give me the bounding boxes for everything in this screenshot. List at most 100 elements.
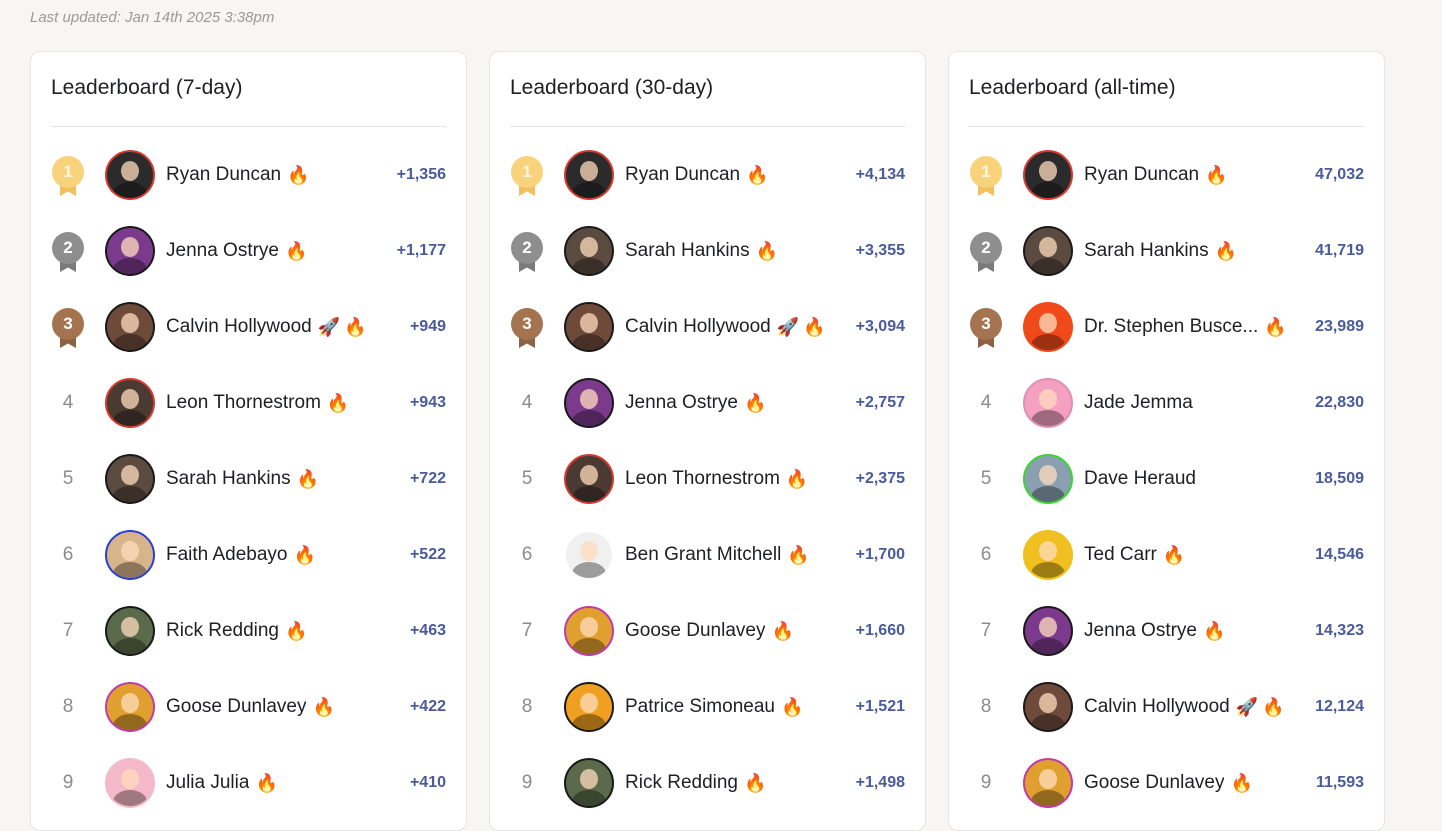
avatar[interactable] (1023, 302, 1073, 352)
member-name[interactable]: Jenna Ostrye (625, 392, 738, 413)
member-name[interactable]: Goose Dunlavey (166, 696, 307, 717)
member-name[interactable]: Calvin Hollywood (166, 316, 312, 337)
rank-number: 2 (970, 232, 1002, 264)
member-name[interactable]: Sarah Hankins (1084, 240, 1209, 261)
leaderboard-row[interactable]: 6 Ben Grant Mitchell 🔥 +1,700 (510, 517, 905, 593)
avatar[interactable] (105, 682, 155, 732)
leaderboard-list: 1 Ryan Duncan 🔥 +4,134 2 Sarah Hankins 🔥 +3,355… (510, 127, 905, 821)
avatar[interactable] (564, 302, 614, 352)
member-name[interactable]: Julia Julia (166, 772, 250, 793)
member-name[interactable]: Dave Heraud (1084, 468, 1196, 489)
avatar[interactable] (564, 378, 614, 428)
leaderboard-row[interactable]: 8 Calvin Hollywood 🚀 🔥 12,124 (969, 669, 1364, 745)
leaderboard-row[interactable]: 4 Jade Jemma 22,830 (969, 365, 1364, 441)
leaderboard-row[interactable]: 2 Jenna Ostrye 🔥 +1,177 (51, 213, 446, 289)
leaderboard-row[interactable]: 9 Rick Redding 🔥 +1,498 (510, 745, 905, 821)
leaderboard-row[interactable]: 8 Goose Dunlavey 🔥 +422 (51, 669, 446, 745)
member-name[interactable]: Jenna Ostrye (166, 240, 279, 261)
points-score: 18,509 (1315, 470, 1364, 487)
avatar[interactable] (105, 302, 155, 352)
leaderboard-row[interactable]: 2 Sarah Hankins 🔥 +3,355 (510, 213, 905, 289)
avatar[interactable] (1023, 682, 1073, 732)
member-name[interactable]: Dr. Stephen Busce... (1084, 316, 1259, 337)
leaderboard-row[interactable]: 1 Ryan Duncan 🔥 +4,134 (510, 137, 905, 213)
avatar[interactable] (1023, 530, 1073, 580)
points-score: +722 (409, 470, 446, 487)
avatar[interactable] (105, 150, 155, 200)
rank-number: 6 (62, 544, 74, 565)
leaderboard-row[interactable]: 4 Leon Thornestrom 🔥 +943 (51, 365, 446, 441)
leaderboard-row[interactable]: 3 Calvin Hollywood 🚀 🔥 +949 (51, 289, 446, 365)
leaderboard-row[interactable]: 1 Ryan Duncan 🔥 +1,356 (51, 137, 446, 213)
member-name[interactable]: Calvin Hollywood (1084, 696, 1230, 717)
avatar[interactable] (564, 606, 614, 656)
leaderboard-row[interactable]: 5 Sarah Hankins 🔥 +722 (51, 441, 446, 517)
avatar[interactable] (1023, 454, 1073, 504)
member-name[interactable]: Sarah Hankins (166, 468, 291, 489)
avatar[interactable] (1023, 606, 1073, 656)
fire-icon: 🔥 (1203, 620, 1226, 641)
avatar[interactable] (105, 378, 155, 428)
member-badges: 🔥 (771, 621, 797, 642)
avatar[interactable] (564, 530, 614, 580)
avatar[interactable] (1023, 226, 1073, 276)
leaderboard-row[interactable]: 3 Calvin Hollywood 🚀 🔥 +3,094 (510, 289, 905, 365)
member-name[interactable]: Ryan Duncan (625, 164, 741, 185)
member-name[interactable]: Jade Jemma (1084, 392, 1193, 413)
member-name[interactable]: Ryan Duncan (1084, 164, 1200, 185)
rank-number: 4 (521, 392, 533, 413)
member-name[interactable]: Goose Dunlavey (1084, 772, 1225, 793)
leaderboard-row[interactable]: 6 Ted Carr 🔥 14,546 (969, 517, 1364, 593)
member-name[interactable]: Rick Redding (166, 620, 279, 641)
leaderboard-row[interactable]: 6 Faith Adebayo 🔥 +522 (51, 517, 446, 593)
member-name[interactable]: Leon Thornestrom (625, 468, 780, 489)
member-name[interactable]: Leon Thornestrom (166, 392, 321, 413)
fire-icon: 🔥 (1162, 544, 1186, 565)
avatar[interactable] (105, 606, 155, 656)
avatar[interactable] (1023, 150, 1073, 200)
points-score: +1,521 (855, 698, 905, 715)
leaderboard-row[interactable]: 8 Patrice Simoneau 🔥 +1,521 (510, 669, 905, 745)
avatar[interactable] (105, 226, 155, 276)
leaderboard-row[interactable]: 5 Leon Thornestrom 🔥 +2,375 (510, 441, 905, 517)
member-name[interactable]: Faith Adebayo (166, 544, 288, 565)
member-name[interactable]: Ted Carr (1084, 544, 1157, 565)
member-name[interactable]: Goose Dunlavey (625, 620, 766, 641)
rank-number: 9 (62, 772, 74, 793)
avatar[interactable] (564, 226, 614, 276)
member-name[interactable]: Calvin Hollywood (625, 316, 771, 337)
avatar[interactable] (564, 682, 614, 732)
points-score: 14,323 (1315, 622, 1364, 639)
leaderboard-row[interactable]: 9 Goose Dunlavey 🔥 11,593 (969, 745, 1364, 821)
member-name[interactable]: Patrice Simoneau (625, 696, 775, 717)
leaderboard-row[interactable]: 4 Jenna Ostrye 🔥 +2,757 (510, 365, 905, 441)
leaderboard-row[interactable]: 7 Jenna Ostrye 🔥 14,323 (969, 593, 1364, 669)
avatar[interactable] (564, 454, 614, 504)
leaderboard-row[interactable]: 5 Dave Heraud 18,509 (969, 441, 1364, 517)
leaderboard-title: Leaderboard (30-day) (510, 52, 905, 127)
silver-medal-icon: 2 (969, 228, 1003, 274)
avatar[interactable] (105, 530, 155, 580)
member-name[interactable]: Rick Redding (625, 772, 738, 793)
leaderboard-row[interactable]: 3 Dr. Stephen Busce... 🔥 23,989 (969, 289, 1364, 365)
rank-number: 1 (52, 156, 84, 188)
leaderboard-row[interactable]: 9 Julia Julia 🔥 +410 (51, 745, 446, 821)
leaderboard-row[interactable]: 7 Goose Dunlavey 🔥 +1,660 (510, 593, 905, 669)
member-name[interactable]: Jenna Ostrye (1084, 620, 1197, 641)
leaderboard-row[interactable]: 7 Rick Redding 🔥 +463 (51, 593, 446, 669)
member-name[interactable]: Ben Grant Mitchell (625, 544, 782, 565)
member-name[interactable]: Ryan Duncan (166, 164, 282, 185)
leaderboard-row[interactable]: 1 Ryan Duncan 🔥 47,032 (969, 137, 1364, 213)
points-score: +522 (409, 546, 446, 563)
rank-indicator: 7 (510, 608, 544, 654)
member-name[interactable]: Sarah Hankins (625, 240, 750, 261)
leaderboard-list: 1 Ryan Duncan 🔥 +1,356 2 Jenna Ostrye 🔥 +1,177 3… (51, 127, 446, 821)
points-score: +943 (409, 394, 446, 411)
member-badges: 🚀 🔥 (1236, 697, 1289, 718)
avatar[interactable] (1023, 378, 1073, 428)
fire-icon: 🔥 (1230, 772, 1253, 793)
avatar[interactable] (105, 454, 155, 504)
points-score: +949 (409, 318, 446, 335)
leaderboard-row[interactable]: 2 Sarah Hankins 🔥 41,719 (969, 213, 1364, 289)
avatar[interactable] (564, 150, 614, 200)
